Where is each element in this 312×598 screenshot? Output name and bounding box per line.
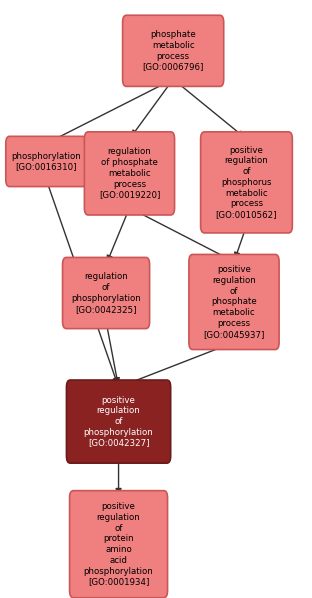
FancyBboxPatch shape: [70, 490, 168, 598]
FancyBboxPatch shape: [84, 132, 175, 215]
Text: positive
regulation
of
phosphate
metabolic
process
[GO:0045937]: positive regulation of phosphate metabol…: [203, 266, 265, 338]
Text: phosphate
metabolic
process
[GO:0006796]: phosphate metabolic process [GO:0006796]: [143, 30, 204, 71]
Text: regulation
of
phosphorylation
[GO:0042325]: regulation of phosphorylation [GO:004232…: [71, 273, 141, 313]
Text: regulation
of phosphate
metabolic
process
[GO:0019220]: regulation of phosphate metabolic proces…: [99, 148, 160, 199]
Text: phosphorylation
[GO:0016310]: phosphorylation [GO:0016310]: [11, 151, 81, 172]
FancyBboxPatch shape: [123, 16, 224, 87]
FancyBboxPatch shape: [6, 136, 87, 187]
FancyBboxPatch shape: [201, 132, 292, 233]
Text: positive
regulation
of
protein
amino
acid
phosphorylation
[GO:0001934]: positive regulation of protein amino aci…: [84, 502, 154, 586]
FancyBboxPatch shape: [62, 257, 150, 329]
FancyBboxPatch shape: [189, 255, 279, 349]
FancyBboxPatch shape: [66, 380, 171, 463]
Text: positive
regulation
of
phosphorus
metabolic
process
[GO:0010562]: positive regulation of phosphorus metabo…: [216, 146, 277, 219]
Text: positive
regulation
of
phosphorylation
[GO:0042327]: positive regulation of phosphorylation […: [84, 396, 154, 447]
